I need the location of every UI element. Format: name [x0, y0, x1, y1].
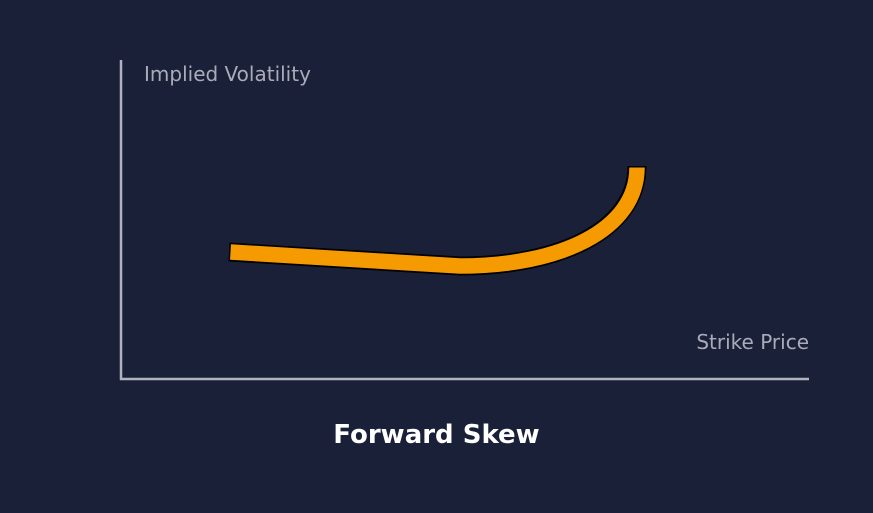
diagram-title: Forward Skew — [333, 420, 540, 450]
x-axis-label: Strike Price — [696, 330, 809, 354]
skew-curve — [230, 167, 645, 274]
y-axis-label: Implied Volatility — [144, 62, 311, 86]
